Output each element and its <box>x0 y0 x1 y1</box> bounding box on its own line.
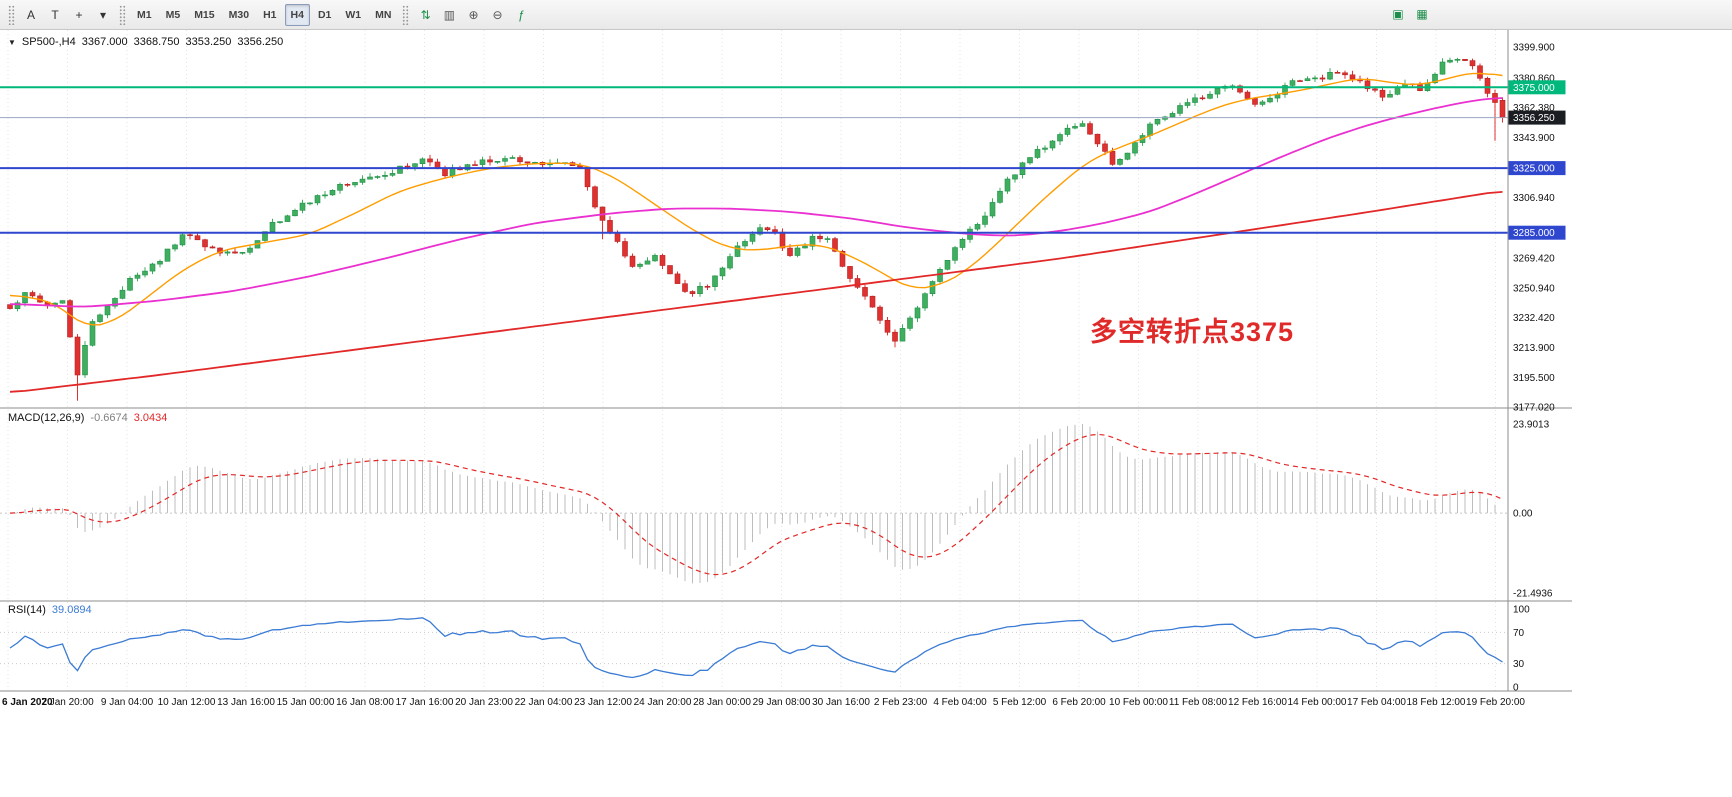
toolbar-drag-handle[interactable] <box>119 4 126 25</box>
svg-text:29 Jan 08:00: 29 Jan 08:00 <box>753 697 811 708</box>
timeframe-d1-button[interactable]: D1 <box>317 8 332 21</box>
svg-text:3306.940: 3306.940 <box>1513 193 1555 204</box>
zoom-out-button[interactable]: ⊖ <box>492 7 503 22</box>
svg-text:3356.250: 3356.250 <box>1513 113 1555 124</box>
svg-text:70: 70 <box>1513 628 1525 639</box>
candlestick-series <box>7 57 1506 401</box>
svg-text:6 Feb 20:00: 6 Feb 20:00 <box>1052 697 1106 708</box>
svg-text:3285.000: 3285.000 <box>1513 228 1555 239</box>
chart-type-candles-button[interactable]: ▥ <box>443 7 456 22</box>
svg-text:12 Feb 16:00: 12 Feb 16:00 <box>1228 697 1287 708</box>
svg-text:11 Feb 08:00: 11 Feb 08:00 <box>1169 697 1228 708</box>
svg-text:3380.860: 3380.860 <box>1513 73 1555 84</box>
svg-text:100: 100 <box>1513 605 1530 616</box>
svg-text:3269.420: 3269.420 <box>1513 253 1555 264</box>
new-order-button[interactable]: ⇅ <box>420 7 431 22</box>
svg-text:23 Jan 12:00: 23 Jan 12:00 <box>574 697 632 708</box>
ma-slow-red <box>9 191 1503 393</box>
chart-canvas[interactable]: 3399.900 3380.860 3362.380 3343.900 3306.940… <box>0 30 1572 713</box>
svg-text:3362.380: 3362.380 <box>1513 103 1555 114</box>
timeframe-h4-button[interactable]: H4 <box>284 3 310 26</box>
svg-text:16 Jan 08:00: 16 Jan 08:00 <box>336 697 394 708</box>
ma-fast-orange <box>9 72 1503 326</box>
toolbar-window-group: ▣ ▦ <box>1386 3 1434 25</box>
text-tool-button[interactable]: T <box>51 7 59 22</box>
zoom-in-button[interactable]: ⊕ <box>468 7 479 22</box>
chart-background <box>0 30 1572 713</box>
svg-text:9 Jan 04:00: 9 Jan 04:00 <box>101 697 154 708</box>
timeframe-m30-button[interactable]: M30 <box>228 8 250 21</box>
svg-text:0.00: 0.00 <box>1513 509 1533 520</box>
svg-text:14 Feb 00:00: 14 Feb 00:00 <box>1288 697 1347 708</box>
timeframe-w1-button[interactable]: W1 <box>345 8 362 21</box>
timeframe-mn-button[interactable]: MN <box>375 8 392 21</box>
svg-text:3195.500: 3195.500 <box>1513 373 1555 384</box>
svg-text:30 Jan 16:00: 30 Jan 16:00 <box>812 697 870 708</box>
svg-text:0: 0 <box>1513 683 1519 694</box>
price-axis-labels: 3399.900 3380.860 3362.380 3343.900 3306.940… <box>1513 43 1555 414</box>
svg-text:18 Feb 12:00: 18 Feb 12:00 <box>1407 697 1466 708</box>
svg-text:3177.020: 3177.020 <box>1513 403 1555 414</box>
macd-signal-line <box>9 433 1503 576</box>
toolbar: A T + ▾ M1 M5 M15 M30 H1 H4 D1 W1 MN ⇅ ▥ ⊕ ⊖ ƒ ▣ ▦ <box>0 0 1732 30</box>
panel-separators <box>0 30 1572 692</box>
svg-text:30: 30 <box>1513 659 1525 670</box>
svg-text:6 Jan 2020: 6 Jan 2020 <box>2 697 53 708</box>
svg-text:3399.900: 3399.900 <box>1513 43 1555 54</box>
text-label-tool-button[interactable]: A <box>26 7 35 22</box>
macd-axis-labels: 23.9013 0.00 -21.4936 <box>1513 420 1553 600</box>
svg-text:24 Jan 20:00: 24 Jan 20:00 <box>634 697 692 708</box>
svg-text:4 Feb 04:00: 4 Feb 04:00 <box>933 697 987 708</box>
timeframe-h1-button[interactable]: H1 <box>263 8 277 21</box>
timeframe-m15-button[interactable]: M15 <box>194 8 215 21</box>
svg-text:20 Jan 23:00: 20 Jan 23:00 <box>455 697 513 708</box>
svg-text:7 Jan 20:00: 7 Jan 20:00 <box>41 697 94 708</box>
svg-text:-21.4936: -21.4936 <box>1513 589 1553 600</box>
toolbar-drag-handle[interactable] <box>402 4 410 25</box>
time-axis-labels: 6 Jan 20207 Jan 20:00 9 Jan 04:00 10 Jan 1… <box>2 697 1525 708</box>
tile-windows-button[interactable]: ▣ <box>1392 7 1404 21</box>
svg-text:28 Jan 00:00: 28 Jan 00:00 <box>693 697 751 708</box>
symbol-collapse-icon[interactable]: ▼ <box>8 38 16 47</box>
drawing-tools-dropdown[interactable]: ▾ <box>99 7 107 22</box>
svg-text:3250.940: 3250.940 <box>1513 283 1555 294</box>
svg-text:3325.000: 3325.000 <box>1513 164 1555 175</box>
toolbar-drag-handle[interactable] <box>8 4 15 25</box>
indicators-button[interactable]: ƒ <box>518 7 525 22</box>
chart-area: 3399.900 3380.860 3362.380 3343.900 3306.940… <box>0 30 1572 713</box>
price-axis-badges: 3375.000 3356.250 3325.000 3285.000 <box>1508 80 1566 240</box>
svg-text:5 Feb 12:00: 5 Feb 12:00 <box>993 697 1047 708</box>
svg-text:23.9013: 23.9013 <box>1513 420 1550 431</box>
crosshair-tool-button[interactable]: + <box>75 7 83 22</box>
svg-text:3232.420: 3232.420 <box>1513 313 1555 324</box>
svg-text:10 Feb 00:00: 10 Feb 00:00 <box>1109 697 1168 708</box>
cascade-windows-button[interactable]: ▦ <box>1416 7 1428 21</box>
chart-text-annotation[interactable]: 多空转折点3375 <box>1090 317 1295 347</box>
rsi-axis-labels: 100 70 30 0 <box>1513 605 1530 694</box>
price-scale[interactable] <box>1508 30 1572 691</box>
svg-text:19 Feb 20:00: 19 Feb 20:00 <box>1466 697 1525 708</box>
time-scale[interactable] <box>0 691 1572 713</box>
macd-histogram <box>17 424 1503 584</box>
svg-text:17 Feb 04:00: 17 Feb 04:00 <box>1347 697 1406 708</box>
timeframe-m1-button[interactable]: M1 <box>137 8 152 21</box>
svg-text:22 Jan 04:00: 22 Jan 04:00 <box>515 697 573 708</box>
svg-text:13 Jan 16:00: 13 Jan 16:00 <box>217 697 275 708</box>
svg-text:2 Feb 23:00: 2 Feb 23:00 <box>874 697 928 708</box>
svg-text:10 Jan 12:00: 10 Jan 12:00 <box>158 697 216 708</box>
svg-text:17 Jan 16:00: 17 Jan 16:00 <box>396 697 454 708</box>
svg-text:3375.000: 3375.000 <box>1513 83 1555 94</box>
svg-text:3343.900: 3343.900 <box>1513 133 1555 144</box>
svg-text:15 Jan 00:00: 15 Jan 00:00 <box>277 697 335 708</box>
timeframe-m5-button[interactable]: M5 <box>165 8 181 21</box>
rsi-line <box>9 617 1503 679</box>
svg-text:3213.900: 3213.900 <box>1513 343 1555 354</box>
